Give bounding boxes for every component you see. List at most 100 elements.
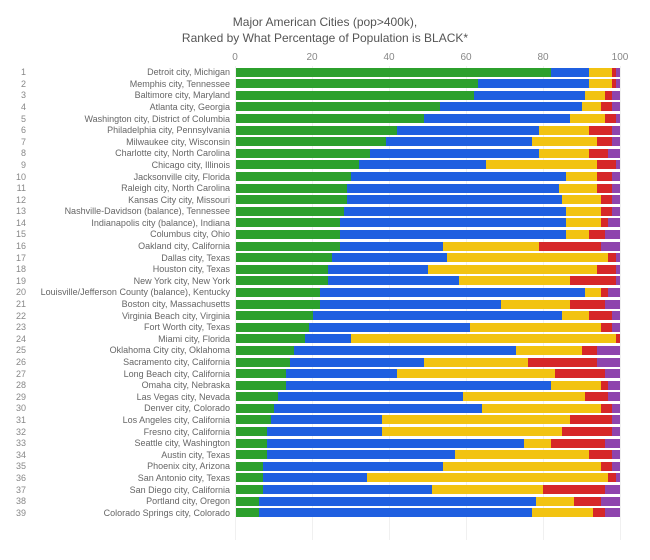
bar-segment (605, 439, 620, 448)
bar-segment (290, 358, 424, 367)
bar-segment (616, 114, 620, 123)
rank-label: 1 (6, 67, 26, 77)
bar-segment (236, 497, 259, 506)
bar-segment (236, 346, 294, 355)
bar-segment (605, 91, 613, 100)
table-row: 23Fort Worth city, Texas (40, 321, 620, 333)
rank-label: 38 (6, 496, 26, 506)
bar-segment (582, 102, 601, 111)
bar-segment (236, 68, 551, 77)
city-label: Memphis city, Tennessee (40, 79, 236, 89)
city-label: San Diego city, California (40, 485, 236, 495)
bar-segment (612, 172, 620, 181)
stacked-bar (236, 358, 620, 367)
city-label: Denver city, Colorado (40, 403, 236, 413)
bar-segment (612, 311, 620, 320)
bar-segment (566, 207, 601, 216)
bar-segment (351, 172, 566, 181)
bar-segment (236, 473, 263, 482)
bar-segment (320, 300, 500, 309)
bar-segment (566, 230, 589, 239)
stacked-bar (236, 334, 620, 343)
bar-segment (585, 91, 604, 100)
rank-label: 26 (6, 357, 26, 367)
stacked-bar (236, 184, 620, 193)
stacked-bar (236, 404, 620, 413)
stacked-bar (236, 160, 620, 169)
bar-segment (597, 346, 620, 355)
title-line-1: Major American Cities (pop>400k), (0, 14, 650, 30)
table-row: 14Indianapolis city (balance), Indiana (40, 217, 620, 229)
stacked-bar (236, 450, 620, 459)
stacked-bar (236, 68, 620, 77)
bar-segment (597, 172, 612, 181)
stacked-bar (236, 126, 620, 135)
city-label: Fresno city, California (40, 427, 236, 437)
bar-segment (612, 404, 620, 413)
bar-segment (267, 450, 455, 459)
bar-segment (236, 439, 267, 448)
bar-segment (236, 369, 286, 378)
bar-segment (608, 253, 616, 262)
bar-segment (236, 311, 313, 320)
city-label: Milwaukee city, Wisconsin (40, 137, 236, 147)
bar-segment (236, 404, 274, 413)
bar-segment (397, 369, 554, 378)
bar-segment (585, 392, 608, 401)
bar-segment (612, 207, 620, 216)
bar-segment (474, 91, 585, 100)
bar-segment (601, 288, 609, 297)
bar-segment (608, 149, 620, 158)
city-label: Fort Worth city, Texas (40, 322, 236, 332)
bar-segment (351, 334, 616, 343)
bar-segment (236, 184, 347, 193)
bar-segment (236, 485, 263, 494)
bar-segment (601, 462, 613, 471)
bar-segment (382, 427, 562, 436)
table-row: 26Sacramento city, California (40, 356, 620, 368)
table-row: 10Jacksonville city, Florida (40, 171, 620, 183)
chart-title: Major American Cities (pop>400k), Ranked… (0, 14, 650, 46)
bar-segment (601, 207, 613, 216)
bar-segment (370, 149, 539, 158)
bar-segment (608, 288, 620, 297)
table-row: 17Dallas city, Texas (40, 252, 620, 264)
axis-tick-label: 100 (612, 52, 629, 63)
bar-segment (562, 311, 589, 320)
stacked-bar (236, 473, 620, 482)
bar-segment (263, 473, 367, 482)
title-line-2: Ranked by What Percentage of Population … (0, 30, 650, 46)
city-label: Baltimore city, Maryland (40, 90, 236, 100)
city-label: Kansas City city, Missouri (40, 195, 236, 205)
bar-segment (524, 439, 551, 448)
x-axis: 020406080100 (235, 52, 620, 66)
bar-segment (309, 323, 470, 332)
bar-segment (263, 485, 432, 494)
table-row: 37San Diego city, California (40, 484, 620, 496)
bar-segment (551, 381, 601, 390)
table-row: 27Long Beach city, California (40, 368, 620, 380)
table-row: 15Columbus city, Ohio (40, 229, 620, 241)
bar-segment (236, 450, 267, 459)
bar-segment (566, 172, 597, 181)
bar-segment (601, 195, 613, 204)
city-label: Atlanta city, Georgia (40, 102, 236, 112)
bar-segment (612, 427, 620, 436)
bar-segment (236, 160, 359, 169)
bar-segment (440, 102, 582, 111)
bar-segment (589, 149, 608, 158)
table-row: 13Nashville-Davidson (balance), Tennesse… (40, 206, 620, 218)
rank-label: 30 (6, 403, 26, 413)
stacked-bar (236, 346, 620, 355)
axis-tick-label: 20 (306, 52, 317, 63)
bar-segment (555, 369, 605, 378)
table-row: 32Fresno city, California (40, 426, 620, 438)
bar-segment (616, 276, 620, 285)
stacked-bar (236, 102, 620, 111)
rank-label: 5 (6, 114, 26, 124)
bar-segment (236, 230, 340, 239)
bar-segment (482, 404, 601, 413)
bar-segment (424, 358, 528, 367)
bar-segment (608, 473, 616, 482)
table-row: 29Las Vegas city, Nevada (40, 391, 620, 403)
